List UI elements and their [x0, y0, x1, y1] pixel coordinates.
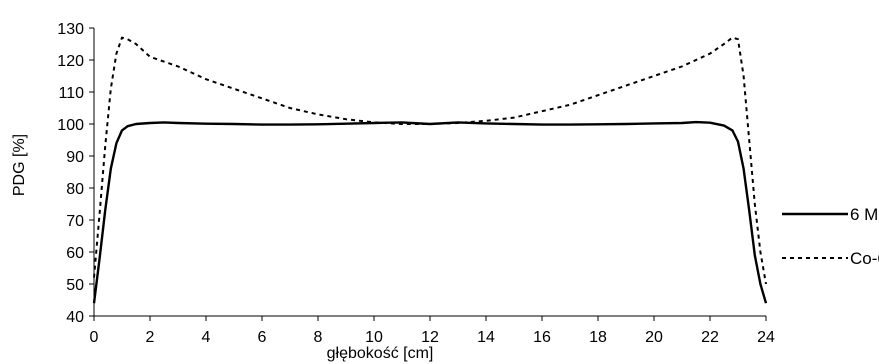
x-tick-label: 14 — [477, 329, 495, 346]
y-tick-label: 50 — [66, 277, 84, 294]
x-tick-label: 2 — [146, 329, 155, 346]
y-tick-label: 70 — [66, 213, 84, 230]
series-layer — [92, 36, 768, 304]
series-line-2 — [93, 36, 767, 285]
legend-label-2: Co-60 — [850, 249, 879, 268]
x-tick-label: 22 — [701, 329, 719, 346]
legend-label-1: 6 MeV — [850, 205, 879, 224]
y-tick-label: 120 — [57, 53, 84, 70]
y-tick-label: 80 — [66, 181, 84, 198]
x-tick-label: 12 — [421, 329, 439, 346]
x-tick-label: 0 — [90, 329, 99, 346]
plot-area: 0 2 4 6 8 10 12 14 16 18 20 22 24 405060708090100110… — [57, 21, 775, 346]
y-tick-label: 90 — [66, 149, 84, 166]
y-axis-title: PDG [%] — [11, 134, 28, 196]
x-tick-label: 20 — [645, 329, 663, 346]
x-ticks: 0 2 4 6 8 10 12 14 16 18 20 22 24 — [90, 316, 775, 346]
x-tick-label: 16 — [533, 329, 551, 346]
x-tick-label: 10 — [365, 329, 383, 346]
x-tick-label: 4 — [202, 329, 211, 346]
y-tick-label: 40 — [66, 309, 84, 326]
y-ticks: 40 50 60 70 80 90 100 110 120 130 — [57, 21, 94, 326]
legend: 6 MeV Co-60 — [782, 205, 879, 268]
y-tick-label: 130 — [57, 21, 84, 38]
x-axis-title: głębokość [cm] — [327, 345, 434, 362]
x-tick-label: 18 — [589, 329, 607, 346]
series-line-1 — [92, 120, 768, 304]
x-tick-label: 24 — [757, 329, 775, 346]
y-tick-label: 60 — [66, 245, 84, 262]
x-tick-label: 8 — [314, 329, 323, 346]
y-tick-label: 100 — [57, 117, 84, 134]
x-tick-label: 6 — [258, 329, 267, 346]
y-tick-label: 110 — [58, 85, 84, 102]
